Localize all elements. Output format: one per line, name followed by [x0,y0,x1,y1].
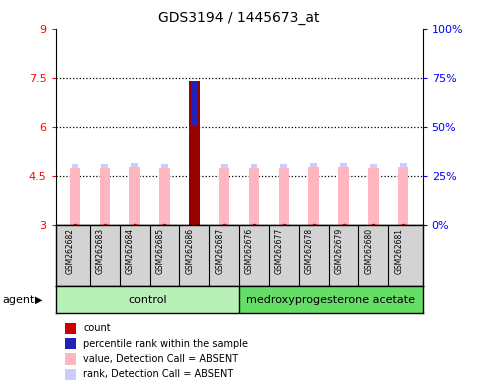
Text: GSM262679: GSM262679 [335,228,343,274]
Bar [131,163,138,167]
Title: GDS3194 / 1445673_at: GDS3194 / 1445673_at [158,11,320,25]
Text: percentile rank within the sample: percentile rank within the sample [83,339,248,349]
Bar [338,167,349,225]
Bar [129,167,140,225]
Bar [370,164,377,169]
Text: GSM262686: GSM262686 [185,228,194,274]
Bar [309,167,319,225]
Text: GSM262683: GSM262683 [96,228,105,274]
Bar [159,169,170,225]
Text: GSM262680: GSM262680 [364,228,373,274]
Bar [398,167,409,225]
Text: medroxyprogesterone acetate: medroxyprogesterone acetate [246,295,415,305]
Bar [99,169,110,225]
Text: agent: agent [2,295,35,305]
Bar [400,163,407,167]
Bar [251,164,257,169]
Bar [249,169,259,225]
Bar [221,164,227,169]
Text: GSM262676: GSM262676 [245,228,254,274]
Text: control: control [128,295,167,305]
Bar [340,163,347,167]
Text: GSM262687: GSM262687 [215,228,224,274]
Bar [219,169,229,225]
Bar [310,163,317,167]
Text: GSM262677: GSM262677 [275,228,284,274]
Text: value, Detection Call = ABSENT: value, Detection Call = ABSENT [83,354,238,364]
Text: GSM262678: GSM262678 [305,228,313,274]
Text: rank, Detection Call = ABSENT: rank, Detection Call = ABSENT [83,369,233,379]
Bar [239,286,423,313]
Text: count: count [83,323,111,333]
Bar [56,286,239,313]
Bar [71,164,78,169]
Bar [281,164,287,169]
Text: GSM262684: GSM262684 [126,228,135,274]
Bar [279,169,289,225]
Text: GSM262685: GSM262685 [156,228,165,274]
Bar [189,81,199,225]
Bar [161,164,168,169]
Text: GSM262681: GSM262681 [394,228,403,274]
Bar [191,81,198,126]
Bar [70,169,80,225]
Text: ▶: ▶ [35,295,43,305]
Bar [368,169,379,225]
Bar [101,164,108,169]
Text: GSM262682: GSM262682 [66,228,75,274]
